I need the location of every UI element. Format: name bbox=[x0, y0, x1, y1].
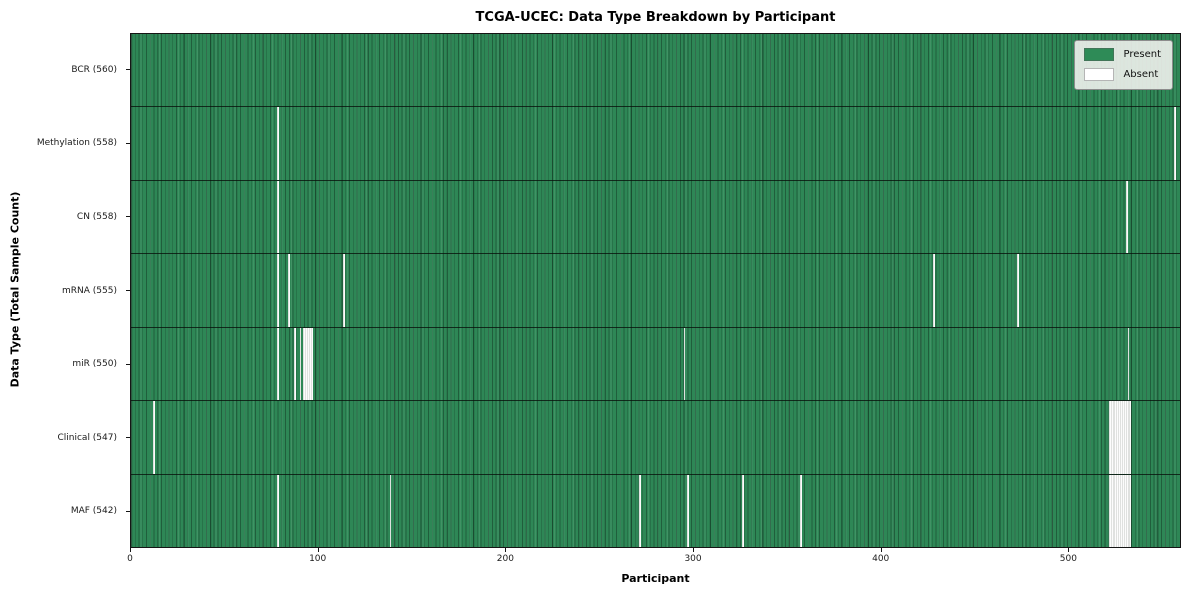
absent-mark bbox=[1118, 474, 1121, 547]
x-tick-mark bbox=[505, 548, 507, 552]
absent-mark bbox=[1129, 474, 1132, 547]
legend-swatch-absent bbox=[1084, 68, 1115, 81]
y-tick-mark bbox=[126, 437, 130, 439]
absent-mark bbox=[277, 180, 279, 254]
legend: Present Absent bbox=[1074, 40, 1173, 90]
absent-mark bbox=[1127, 327, 1130, 401]
absent-mark bbox=[1121, 474, 1124, 547]
absent-mark bbox=[277, 474, 279, 547]
y-tick-label-maf-542: MAF (542) bbox=[70, 506, 117, 517]
absent-mark bbox=[1127, 474, 1130, 547]
absent-mark bbox=[1116, 401, 1119, 474]
absent-mark bbox=[277, 254, 279, 327]
x-axis-ticks: 0 100 200 300 400 500 bbox=[127, 548, 1181, 570]
legend-entry-absent: Absent bbox=[1084, 68, 1161, 81]
x-tick-label-100: 100 bbox=[309, 554, 327, 564]
row-clinical-547 bbox=[131, 401, 1180, 475]
absent-mark bbox=[799, 474, 802, 547]
x-tick-label-500: 500 bbox=[1059, 554, 1077, 564]
row-methylation-558 bbox=[131, 107, 1180, 181]
y-tick-mark bbox=[126, 142, 130, 144]
absent-mark bbox=[303, 327, 306, 401]
absent-mark bbox=[687, 474, 690, 547]
absent-mark bbox=[1123, 474, 1126, 547]
heatmap-rows bbox=[131, 34, 1180, 547]
chart-title: TCGA-UCEC: Data Type Breakdown by Partic… bbox=[475, 10, 836, 25]
absent-mark bbox=[1121, 401, 1124, 474]
absent-mark bbox=[1118, 401, 1121, 474]
legend-swatch-present bbox=[1084, 48, 1115, 61]
absent-mark bbox=[277, 327, 279, 401]
x-tick-mark bbox=[130, 548, 131, 552]
x-axis-label: Participant bbox=[621, 572, 690, 585]
absent-mark bbox=[307, 327, 309, 401]
x-tick-label-200: 200 bbox=[496, 554, 514, 564]
y-tick-label-clinical-547: Clinical (547) bbox=[57, 432, 117, 443]
absent-mark bbox=[342, 254, 345, 327]
y-tick-label-bcr-560: BCR (560) bbox=[71, 64, 117, 75]
x-tick-mark bbox=[693, 548, 695, 552]
x-tick-mark bbox=[1068, 548, 1070, 552]
y-tick-mark bbox=[126, 290, 130, 291]
absent-mark bbox=[1120, 401, 1122, 474]
absent-mark bbox=[683, 327, 686, 401]
row-maf-542 bbox=[131, 474, 1180, 547]
x-tick-mark bbox=[317, 548, 319, 552]
absent-mark bbox=[638, 474, 641, 547]
absent-mark bbox=[153, 401, 156, 474]
absent-mark bbox=[277, 107, 279, 180]
absent-mark bbox=[389, 474, 392, 547]
absent-mark bbox=[1112, 401, 1115, 474]
absent-mark bbox=[1017, 254, 1019, 327]
absent-mark bbox=[1125, 474, 1128, 547]
legend-label-absent: Absent bbox=[1123, 69, 1159, 80]
row-mrna-555 bbox=[131, 254, 1180, 328]
absent-mark bbox=[1174, 107, 1177, 180]
absent-mark bbox=[1125, 180, 1128, 254]
y-tick-mark bbox=[126, 363, 130, 365]
absent-mark bbox=[293, 327, 296, 401]
absent-mark bbox=[1112, 474, 1115, 547]
x-tick-label-300: 300 bbox=[684, 554, 702, 564]
absent-mark bbox=[308, 327, 311, 401]
absent-mark bbox=[1110, 474, 1113, 547]
absent-mark bbox=[1108, 474, 1111, 547]
plot-area: Present Absent bbox=[130, 33, 1181, 548]
absent-mark bbox=[1114, 474, 1117, 547]
absent-mark bbox=[1110, 401, 1113, 474]
absent-mark bbox=[310, 327, 313, 401]
absent-mark bbox=[741, 474, 744, 547]
x-tick-label-400: 400 bbox=[872, 554, 890, 564]
absent-mark bbox=[1116, 474, 1119, 547]
x-tick-mark bbox=[880, 548, 882, 552]
absent-mark bbox=[1114, 401, 1117, 474]
absent-mark bbox=[1129, 401, 1132, 474]
absent-mark bbox=[299, 327, 302, 401]
y-tick-label-mrna-555: mRNA (555) bbox=[62, 285, 117, 296]
y-axis-ticks: BCR (560) Methylation (558) CN (558) mRNA (… bbox=[0, 33, 130, 548]
y-tick-label-mir-550: miR (550) bbox=[72, 359, 117, 370]
absent-mark bbox=[932, 254, 935, 327]
x-tick-label-0: 0 bbox=[127, 554, 133, 564]
row-bcr-560 bbox=[131, 34, 1180, 108]
absent-mark bbox=[1127, 401, 1130, 474]
legend-label-present: Present bbox=[1123, 49, 1161, 60]
y-tick-label-methylation-558: Methylation (558) bbox=[36, 138, 117, 149]
absent-mark bbox=[1125, 401, 1128, 474]
absent-mark bbox=[288, 254, 291, 327]
legend-entry-present: Present bbox=[1084, 48, 1161, 61]
row-cn-558 bbox=[131, 180, 1180, 255]
y-tick-mark bbox=[126, 69, 130, 71]
y-tick-mark bbox=[126, 216, 130, 218]
y-tick-mark bbox=[126, 510, 130, 512]
absent-mark bbox=[1108, 401, 1111, 474]
absent-mark bbox=[1123, 401, 1126, 474]
row-mir-550 bbox=[131, 327, 1180, 402]
absent-mark bbox=[305, 327, 308, 401]
absent-mark bbox=[1120, 474, 1122, 547]
y-tick-label-cn-558: CN (558) bbox=[76, 211, 117, 222]
